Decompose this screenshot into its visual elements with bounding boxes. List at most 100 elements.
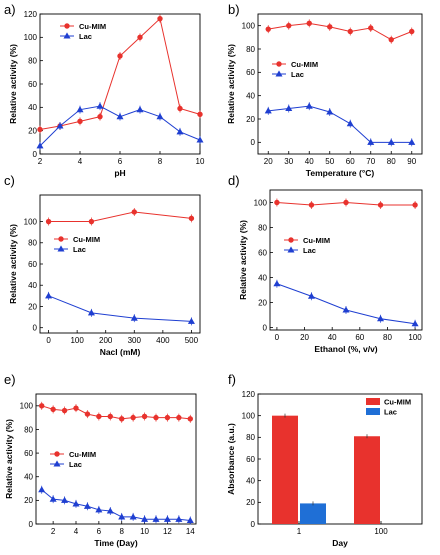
- y-axis-label-a: Relative activity (%): [8, 44, 18, 124]
- data-point: [96, 102, 104, 109]
- y-tick-label: 60: [246, 68, 255, 77]
- y-tick-label: 0: [29, 520, 34, 529]
- data-point: [50, 406, 56, 413]
- data-point: [61, 407, 68, 414]
- legend-marker: [276, 61, 282, 67]
- data-point: [188, 215, 195, 222]
- y-tick-label: 100: [242, 21, 256, 30]
- legend-marker: [275, 70, 283, 77]
- y-tick-label: 20: [246, 498, 255, 507]
- data-point: [56, 122, 64, 129]
- x-tick-label: 400: [156, 336, 170, 345]
- data-point: [387, 138, 395, 145]
- data-point: [83, 502, 91, 509]
- legend-marker: [53, 460, 61, 467]
- legend-entry: Cu-MIM: [73, 235, 100, 244]
- y-tick-label: 0: [33, 150, 38, 159]
- legend-marker: [288, 237, 294, 243]
- y-tick-label: 40: [246, 91, 255, 100]
- data-point: [61, 496, 69, 503]
- data-point: [119, 416, 125, 422]
- bar-cu-mim: [354, 436, 380, 524]
- panel-label-b: b): [228, 2, 240, 17]
- x-tick-label: 70: [366, 157, 375, 166]
- y-tick-label: 40: [258, 273, 267, 282]
- data-point: [176, 414, 182, 421]
- data-point: [117, 53, 123, 59]
- plot-frame-b: [257, 13, 423, 155]
- x-tick-label: 10: [140, 527, 149, 536]
- series-line-lac: [48, 295, 192, 322]
- x-tick-label: 2: [38, 157, 43, 166]
- data-point: [285, 104, 293, 112]
- x-tick-label: 80: [383, 333, 392, 342]
- y-tick-label: 60: [258, 248, 267, 257]
- data-point: [130, 414, 136, 421]
- data-point: [137, 34, 143, 41]
- plot-frame-c: [39, 194, 201, 334]
- data-point: [84, 411, 91, 417]
- x-tick-label: 40: [305, 157, 314, 166]
- data-point: [72, 500, 80, 507]
- series-line-lac: [268, 105, 412, 143]
- legend-marker: [287, 246, 295, 253]
- y-tick-label: 20: [28, 126, 37, 135]
- legend-entry: Lac: [384, 408, 397, 417]
- y-tick-label: 80: [258, 223, 267, 232]
- y-tick-label: 0: [251, 138, 256, 147]
- data-point: [136, 106, 144, 113]
- x-tick-label: 10: [196, 157, 205, 166]
- data-point: [412, 202, 418, 208]
- data-point: [141, 515, 149, 522]
- x-tick-label: 8: [158, 157, 163, 166]
- y-tick-label: 120: [242, 390, 256, 399]
- plot-frame-e: [35, 393, 197, 525]
- data-point: [76, 106, 84, 113]
- data-point: [286, 22, 292, 29]
- data-point: [186, 516, 194, 524]
- data-point: [274, 199, 280, 206]
- x-axis-label-f: Day: [332, 538, 348, 548]
- data-point: [273, 280, 281, 287]
- legend-entry: Cu-MIM: [291, 60, 318, 69]
- y-axis-label-d: Relative activity (%): [238, 220, 248, 300]
- y-tick-label: 80: [28, 56, 37, 65]
- x-tick-label: 60: [355, 333, 364, 342]
- legend-entry: Lac: [291, 70, 304, 79]
- y-tick-label: 100: [242, 411, 256, 420]
- x-tick-label: 300: [128, 336, 142, 345]
- panel-b: b) 0 20 40 60 80 100 Relative activity (%) Tempe…: [226, 2, 423, 178]
- legend-marker: [54, 451, 60, 457]
- data-point: [343, 199, 349, 206]
- legend-entry: Cu-MIM: [303, 236, 330, 245]
- y-tick-label: 80: [24, 425, 33, 434]
- data-point: [153, 414, 159, 421]
- legend-marker: [64, 23, 70, 29]
- data-point: [39, 403, 45, 409]
- data-point: [95, 506, 103, 513]
- y-tick-label: 60: [24, 449, 33, 458]
- data-point: [73, 405, 79, 411]
- x-tick-label: 100: [408, 333, 422, 342]
- data-point: [187, 416, 193, 422]
- x-tick-label: 8: [119, 527, 124, 536]
- y-tick-label: 20: [28, 302, 37, 311]
- data-point: [49, 495, 57, 502]
- y-tick-label: 100: [24, 33, 38, 42]
- data-point: [264, 107, 272, 114]
- data-point: [97, 113, 103, 120]
- panel-c: c) 0 20 40 60 80 100 Relative activity (%) Nacl …: [4, 173, 201, 357]
- legend-swatch: [366, 398, 380, 405]
- data-point: [156, 113, 164, 120]
- data-point: [141, 413, 148, 420]
- series-line-lac: [41, 489, 191, 521]
- data-point: [308, 202, 315, 208]
- x-axis-label-d: Ethanol (%, v/v): [314, 344, 377, 354]
- x-axis-label-b: Temperature (°C): [306, 168, 375, 178]
- data-point: [196, 136, 204, 143]
- data-point: [307, 292, 315, 299]
- y-tick-label: 100: [254, 198, 268, 207]
- data-point: [367, 138, 375, 145]
- legend-entry: Cu-MIM: [69, 450, 96, 459]
